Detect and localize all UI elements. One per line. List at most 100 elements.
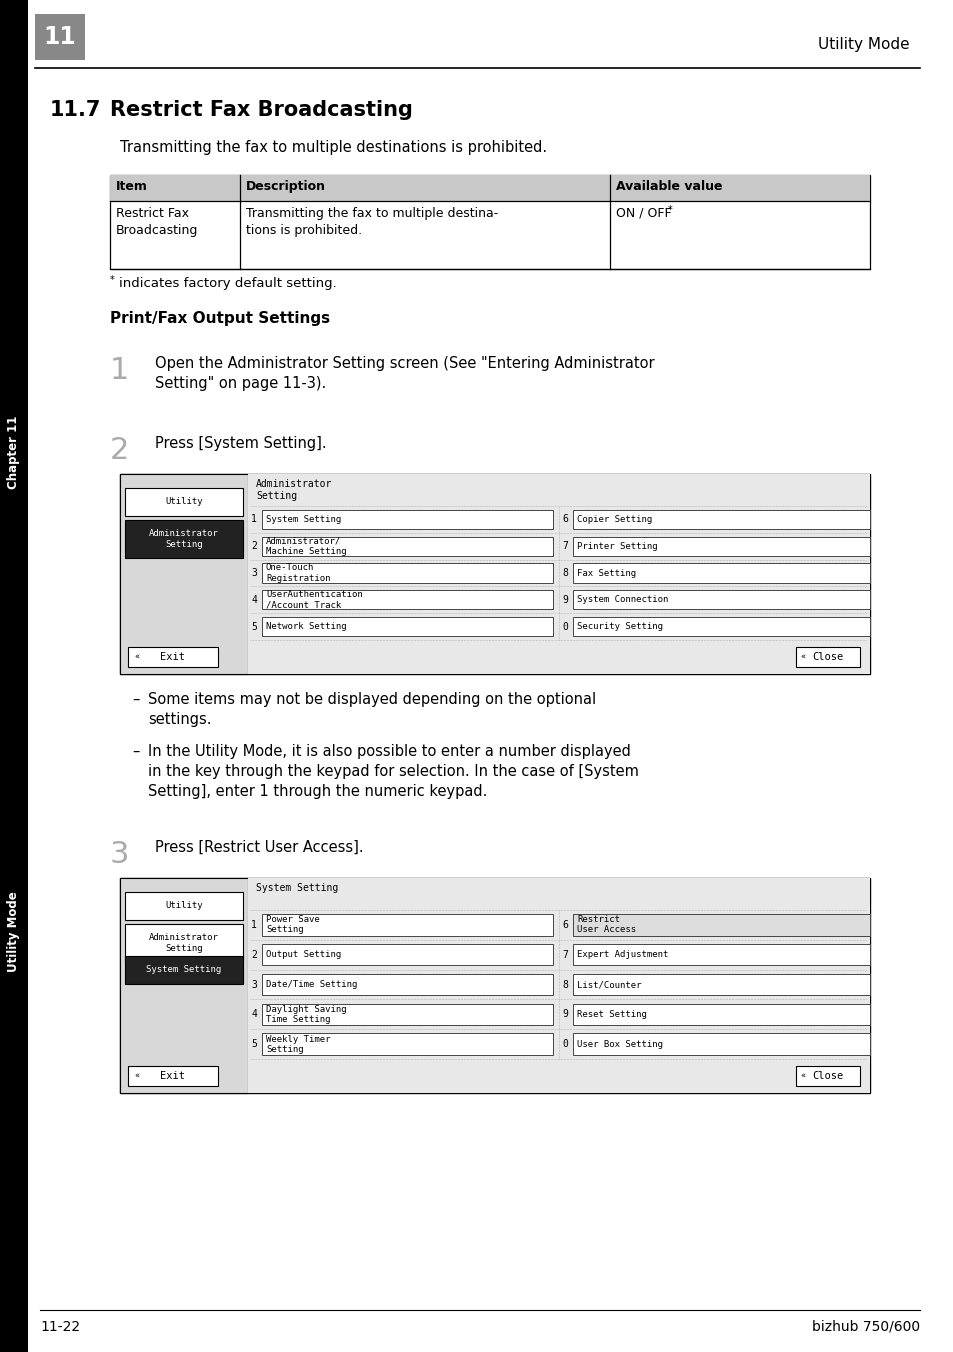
Bar <box>120 877 248 1092</box>
FancyBboxPatch shape <box>573 1033 869 1055</box>
Text: Exit: Exit <box>160 652 185 662</box>
Text: System Setting: System Setting <box>255 883 338 894</box>
Text: 6: 6 <box>561 919 567 930</box>
Text: 1: 1 <box>251 514 256 525</box>
Text: Administrator
Setting: Administrator Setting <box>255 479 332 500</box>
Text: Power Save
Setting: Power Save Setting <box>266 915 319 934</box>
Text: 5: 5 <box>251 1040 256 1049</box>
FancyBboxPatch shape <box>262 510 553 529</box>
Text: «: « <box>800 653 804 661</box>
FancyBboxPatch shape <box>262 1033 553 1055</box>
Text: Restrict
User Access: Restrict User Access <box>577 915 636 934</box>
Text: indicates factory default setting.: indicates factory default setting. <box>119 277 336 289</box>
Text: 0: 0 <box>561 622 567 631</box>
Text: 11-22: 11-22 <box>40 1320 80 1334</box>
FancyBboxPatch shape <box>573 914 869 936</box>
Text: System Connection: System Connection <box>577 595 668 604</box>
Text: 11: 11 <box>44 24 76 49</box>
FancyBboxPatch shape <box>125 488 243 516</box>
Text: –: – <box>132 744 139 758</box>
Text: bizhub 750/600: bizhub 750/600 <box>811 1320 919 1334</box>
Text: –: – <box>132 692 139 707</box>
Text: Transmitting the fax to multiple destinations is prohibited.: Transmitting the fax to multiple destina… <box>120 141 547 155</box>
FancyBboxPatch shape <box>573 591 869 610</box>
FancyBboxPatch shape <box>573 510 869 529</box>
Text: «: « <box>133 653 139 661</box>
FancyBboxPatch shape <box>795 1065 859 1086</box>
Bar <box>35 14 85 59</box>
Text: 1: 1 <box>110 356 130 385</box>
Text: Press [System Setting].: Press [System Setting]. <box>154 435 326 452</box>
Text: Date/Time Setting: Date/Time Setting <box>266 980 357 990</box>
FancyBboxPatch shape <box>573 617 869 637</box>
Text: 6: 6 <box>561 514 567 525</box>
FancyBboxPatch shape <box>262 617 553 637</box>
Text: Utility: Utility <box>165 498 203 507</box>
Text: 2: 2 <box>251 541 256 552</box>
Text: Exit: Exit <box>160 1071 185 1082</box>
Text: 5: 5 <box>251 622 256 631</box>
Text: «: « <box>800 1072 804 1080</box>
Text: One-Touch
Registration: One-Touch Registration <box>266 564 330 583</box>
Text: Administrator/
Machine Setting: Administrator/ Machine Setting <box>266 537 346 556</box>
Text: Restrict Fax
Broadcasting: Restrict Fax Broadcasting <box>116 207 198 237</box>
Bar <box>120 475 248 675</box>
Bar <box>110 174 869 201</box>
FancyBboxPatch shape <box>573 564 869 583</box>
Text: Administrator
Setting: Administrator Setting <box>149 529 218 549</box>
Text: 2: 2 <box>251 949 256 960</box>
Bar <box>248 877 869 1092</box>
Text: 8: 8 <box>561 979 567 990</box>
FancyBboxPatch shape <box>125 892 243 919</box>
Text: Chapter 11: Chapter 11 <box>8 415 20 488</box>
FancyBboxPatch shape <box>125 956 243 984</box>
FancyBboxPatch shape <box>573 973 869 995</box>
Text: 11.7: 11.7 <box>50 100 101 120</box>
Text: ON / OFF: ON / OFF <box>616 207 671 220</box>
FancyBboxPatch shape <box>262 564 553 583</box>
Text: 3: 3 <box>110 840 130 869</box>
Text: 3: 3 <box>251 979 256 990</box>
Text: Output Setting: Output Setting <box>266 950 341 959</box>
Text: 8: 8 <box>561 568 567 579</box>
Text: 1: 1 <box>251 919 256 930</box>
Text: Close: Close <box>812 1071 842 1082</box>
FancyBboxPatch shape <box>128 1065 218 1086</box>
FancyBboxPatch shape <box>125 521 243 558</box>
Text: Available value: Available value <box>616 180 721 193</box>
FancyBboxPatch shape <box>573 1003 869 1025</box>
Text: Transmitting the fax to multiple destina-
tions is prohibited.: Transmitting the fax to multiple destina… <box>246 207 497 237</box>
Text: Print/Fax Output Settings: Print/Fax Output Settings <box>110 311 330 326</box>
FancyBboxPatch shape <box>128 648 218 667</box>
Text: System Setting: System Setting <box>146 965 221 975</box>
Text: 7: 7 <box>561 949 567 960</box>
Bar <box>248 475 869 675</box>
Text: 7: 7 <box>561 541 567 552</box>
Text: 2: 2 <box>110 435 130 465</box>
Text: Network Setting: Network Setting <box>266 622 346 631</box>
FancyBboxPatch shape <box>573 944 869 965</box>
Text: In the Utility Mode, it is also possible to enter a number displayed
in the key : In the Utility Mode, it is also possible… <box>148 744 639 799</box>
Text: Press [Restrict User Access].: Press [Restrict User Access]. <box>154 840 363 854</box>
FancyBboxPatch shape <box>262 1003 553 1025</box>
Text: Administrator
Setting: Administrator Setting <box>149 933 218 953</box>
Text: 0: 0 <box>561 1040 567 1049</box>
Text: Item: Item <box>116 180 148 193</box>
Text: 4: 4 <box>251 1010 256 1019</box>
FancyBboxPatch shape <box>262 914 553 936</box>
Text: Copier Setting: Copier Setting <box>577 515 652 523</box>
Text: Security Setting: Security Setting <box>577 622 662 631</box>
Text: Utility Mode: Utility Mode <box>8 891 20 972</box>
Text: Fax Setting: Fax Setting <box>577 568 636 577</box>
FancyBboxPatch shape <box>795 648 859 667</box>
Text: Printer Setting: Printer Setting <box>577 542 657 550</box>
Text: Utility Mode: Utility Mode <box>818 38 909 53</box>
Text: 9: 9 <box>561 1010 567 1019</box>
Text: Utility: Utility <box>165 902 203 910</box>
Text: User Box Setting: User Box Setting <box>577 1040 662 1049</box>
FancyBboxPatch shape <box>573 537 869 556</box>
Text: System Setting: System Setting <box>266 515 341 523</box>
Text: Some items may not be displayed depending on the optional
settings.: Some items may not be displayed dependin… <box>148 692 596 727</box>
Text: Close: Close <box>812 652 842 662</box>
FancyBboxPatch shape <box>262 591 553 610</box>
